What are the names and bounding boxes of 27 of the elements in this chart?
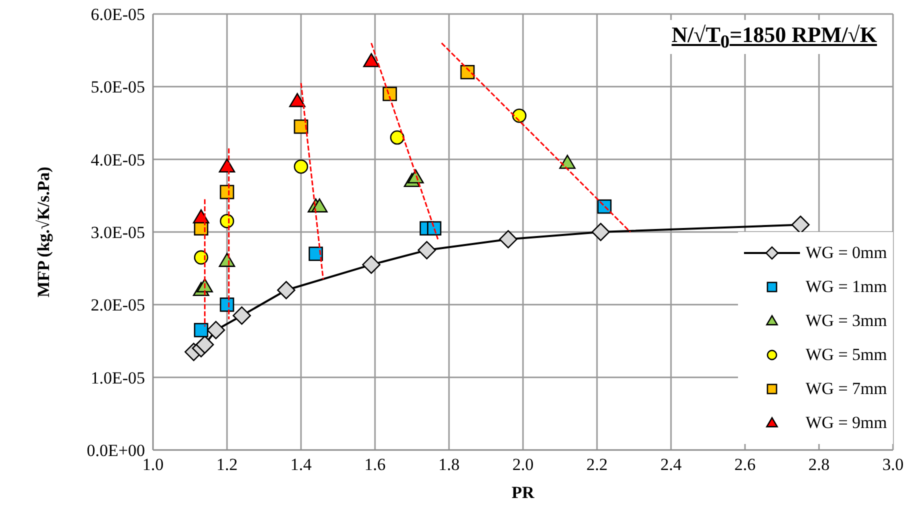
x-tick-label: 1.6	[364, 455, 386, 474]
x-tick-label: 3.0	[882, 455, 904, 474]
y-tick-label: 1.0E-05	[90, 368, 145, 388]
legend-label: WG = 9mm	[806, 413, 887, 433]
y-tick-label: 2.0E-05	[90, 296, 145, 315]
x-tick-label: 2.8	[808, 455, 830, 474]
x-tick-label: 1.2	[216, 455, 238, 474]
y-axis-title: MFP (kg.√K/s.Pa)	[34, 166, 54, 298]
legend-label: WG = 3mm	[806, 311, 887, 331]
text: N/√T$_{0}$=1850 RPM/√K	[668, 20, 881, 54]
legend-label: WG = 1mm	[806, 277, 887, 297]
x-tick-label: 1.4	[290, 455, 312, 474]
x-tick-label: 1.8	[438, 455, 460, 474]
y-tick-label: 4.0E-05	[90, 150, 145, 170]
legend-label: WG = 7mm	[806, 379, 887, 399]
x-tick-label: 2.6	[734, 455, 756, 474]
x-tick-label: 2.4	[660, 455, 682, 474]
y-tick-label: 5.0E-05	[90, 78, 145, 97]
x-tick-label: 1.0	[142, 455, 164, 474]
y-tick-label: 6.0E-05	[90, 5, 145, 24]
y-tick-label: 3.0E-05	[90, 223, 145, 242]
legend-label: WG = 0mm	[806, 243, 887, 263]
x-tick-label: 2.2	[586, 455, 608, 474]
x-tick-label: 2.0	[512, 455, 534, 474]
x-axis-title: PR	[512, 483, 536, 502]
y-tick-label: 0.0E+00	[86, 441, 145, 460]
legend-label: WG = 5mm	[806, 345, 887, 365]
